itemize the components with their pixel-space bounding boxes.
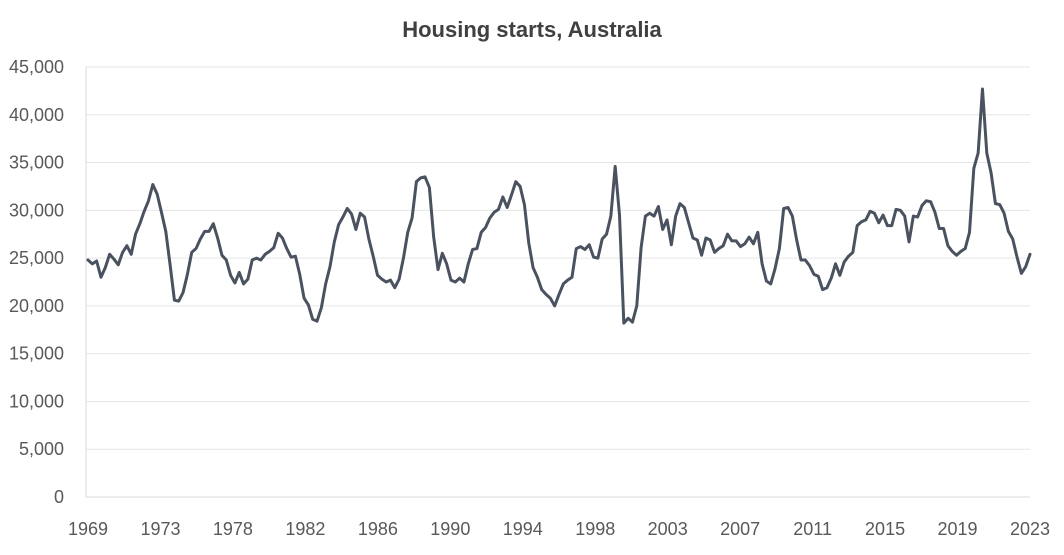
x-tick-label: 1982 [285, 519, 325, 539]
y-axis-tick-labels: 0 5,000 10,000 15,000 20,000 25,000 30,000 35,0… [9, 57, 64, 507]
y-tick-label: 35,000 [9, 153, 64, 173]
x-tick-label: 1978 [213, 519, 253, 539]
y-tick-label: 15,000 [9, 344, 64, 364]
y-tick-label: 10,000 [9, 391, 64, 411]
x-tick-label: 2011 [793, 519, 832, 539]
y-tick-label: 40,000 [9, 105, 64, 125]
series-layer [86, 87, 1032, 325]
x-axis-tick-labels: 1969 1973 1978 1982 1986 1990 1994 1998 2003 2007… [68, 519, 1050, 539]
x-tick-label: 2003 [648, 519, 688, 539]
x-tick-label: 2015 [865, 519, 905, 539]
y-tick-label: 0 [54, 487, 64, 507]
chart-title: Housing starts, Australia [402, 17, 662, 42]
x-tick-label: 2023 [1010, 519, 1050, 539]
x-tick-label: 1986 [358, 519, 398, 539]
x-tick-label: 1969 [68, 519, 108, 539]
gridlines [86, 66, 1030, 450]
x-tick-label: 2019 [938, 519, 978, 539]
x-tick-label: 1990 [430, 519, 470, 539]
y-tick-label: 5,000 [19, 439, 64, 459]
series-line [86, 87, 1032, 325]
y-tick-label: 45,000 [9, 57, 64, 77]
y-tick-label: 30,000 [9, 200, 64, 220]
x-tick-label: 1973 [140, 519, 180, 539]
x-tick-label: 1998 [575, 519, 615, 539]
y-tick-label: 20,000 [9, 296, 64, 316]
y-tick-label: 25,000 [9, 248, 64, 268]
x-tick-label: 1994 [503, 519, 543, 539]
x-tick-label: 2007 [720, 519, 760, 539]
